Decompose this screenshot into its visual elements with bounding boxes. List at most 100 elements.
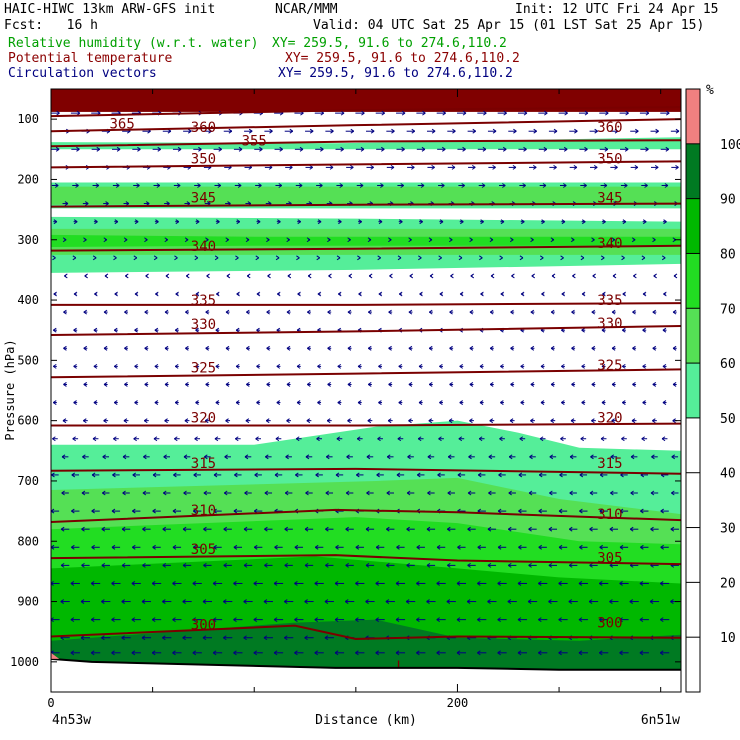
- wind-arrow: [256, 400, 261, 405]
- wind-arrow: [610, 454, 618, 460]
- wind-arrow: [51, 508, 60, 514]
- wind-arrow: [73, 400, 78, 405]
- wind-arrow: [206, 273, 210, 279]
- wind-arrow: [264, 562, 273, 568]
- wind-arrow: [225, 382, 230, 387]
- wind-arrow: [234, 183, 242, 188]
- wind-arrow: [397, 183, 404, 188]
- wind-arrow: [81, 562, 90, 568]
- wind-arrow: [395, 650, 406, 656]
- wind-arrow: [520, 400, 525, 405]
- wind-arrow: [113, 363, 118, 369]
- colorbar-tick-label: 90: [720, 193, 736, 208]
- wind-arrow: [408, 309, 413, 315]
- wind-arrow: [84, 273, 88, 279]
- wind-arrow: [558, 650, 568, 656]
- wind-arrow: [640, 544, 649, 550]
- wind-arrow: [447, 128, 456, 134]
- wind-arrow: [244, 490, 252, 496]
- wind-arrow: [347, 382, 352, 387]
- wind-arrow: [386, 490, 394, 496]
- wind-arrow: [284, 562, 293, 568]
- wind-arrow: [508, 128, 517, 134]
- wind-arrow: [670, 128, 680, 134]
- wind-arrow: [214, 436, 221, 442]
- wind-arrow: [142, 562, 151, 568]
- wind-arrow: [366, 454, 374, 460]
- wind-arrow: [112, 472, 120, 478]
- wind-arrow: [275, 183, 283, 188]
- wind-arrow: [459, 219, 464, 225]
- wind-arrow: [71, 472, 79, 478]
- wind-arrow: [304, 599, 314, 604]
- wind-arrow: [378, 291, 383, 297]
- wind-arrow: [368, 273, 373, 279]
- wind-arrow: [517, 617, 527, 623]
- wind-arrow: [578, 617, 588, 623]
- wind-arrow: [236, 219, 241, 225]
- wind-arrow: [528, 526, 537, 532]
- theta-label-345: 345: [597, 191, 622, 207]
- wind-arrow: [519, 255, 524, 261]
- wind-arrow: [215, 219, 220, 225]
- wind-arrow: [497, 544, 507, 550]
- wind-arrow: [428, 382, 433, 387]
- wind-arrow: [375, 617, 385, 623]
- wind-arrow: [215, 327, 220, 333]
- colorbar-tick-label: 10: [720, 631, 736, 646]
- wind-arrow: [306, 237, 311, 243]
- wind-arrow: [71, 146, 80, 152]
- wind-arrow: [134, 219, 139, 225]
- wind-arrow: [215, 400, 220, 405]
- wind-arrow: [234, 472, 242, 478]
- wind-arrow: [436, 544, 446, 550]
- wind-arrow: [306, 418, 312, 424]
- wind-arrow: [203, 128, 212, 134]
- wind-arrow: [580, 255, 585, 261]
- wind-arrow: [62, 237, 67, 243]
- wind-arrow: [294, 617, 304, 623]
- wind-arrow: [235, 255, 239, 261]
- wind-arrow: [304, 526, 314, 532]
- wind-arrow: [345, 526, 354, 532]
- wind-arrow: [660, 508, 669, 514]
- wind-arrow: [489, 237, 494, 243]
- wind-arrow: [192, 650, 202, 656]
- wind-arrow: [327, 309, 332, 315]
- wind-arrow: [307, 382, 311, 387]
- wind-arrow: [395, 617, 406, 623]
- wind-arrow: [511, 273, 515, 279]
- wind-arrow: [91, 544, 100, 550]
- wind-arrow: [205, 237, 209, 243]
- wind-arrow: [152, 544, 161, 550]
- wind-arrow: [296, 363, 301, 369]
- wind-arrow: [254, 146, 263, 152]
- wind-arrow: [195, 363, 200, 369]
- wind-arrow: [133, 436, 140, 442]
- wind-arrow: [253, 544, 263, 550]
- theta-label-330: 330: [597, 316, 622, 332]
- wind-arrow: [650, 164, 659, 170]
- wind-arrow: [479, 400, 484, 405]
- wind-arrow: [652, 309, 657, 315]
- wind-arrow: [134, 400, 139, 405]
- wind-arrow: [437, 146, 446, 152]
- wind-arrow: [579, 146, 588, 152]
- wind-arrow: [672, 382, 677, 387]
- wind-arrow: [439, 219, 444, 225]
- wind-arrow: [202, 635, 212, 641]
- wind-arrow: [447, 562, 456, 568]
- wind-arrow: [559, 183, 567, 188]
- wind-arrow: [529, 164, 537, 170]
- colorbar-swatch-80: [686, 198, 700, 254]
- wind-arrow: [307, 309, 311, 315]
- wind-arrow: [205, 345, 210, 351]
- wind-arrow: [426, 562, 436, 568]
- wind-arrow: [184, 237, 189, 243]
- wind-arrow: [194, 255, 199, 261]
- wind-arrow: [457, 544, 466, 550]
- wind-arrow: [154, 400, 159, 405]
- wind-arrow: [580, 183, 587, 188]
- wind-arrow: [449, 309, 454, 315]
